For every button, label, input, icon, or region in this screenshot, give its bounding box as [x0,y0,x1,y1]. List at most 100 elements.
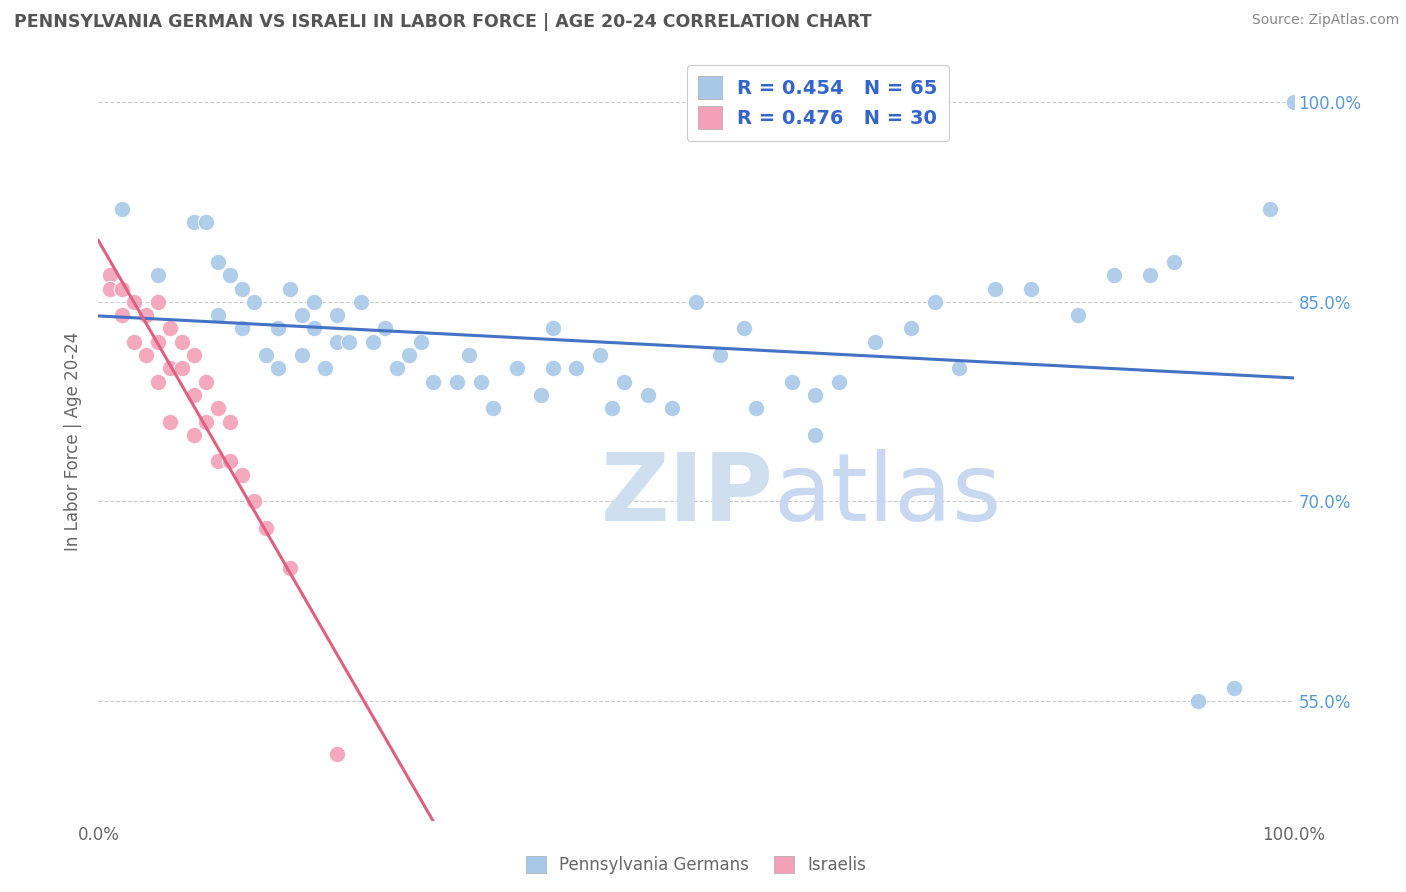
Point [302,294,325,309]
Point [207,308,229,322]
Text: ZIP: ZIP [600,449,773,541]
Point [159,321,181,335]
Point [541,321,564,335]
Point [148,268,170,283]
Point [350,294,373,309]
Point [159,361,181,376]
Point [183,388,205,402]
Point [602,401,624,416]
Point [745,401,768,416]
Point [733,321,755,335]
Point [1104,268,1126,283]
Point [207,255,229,269]
Point [219,454,242,468]
Point [207,401,229,416]
Point [267,321,290,335]
Point [243,494,266,508]
Point [148,294,170,309]
Point [195,375,218,389]
Y-axis label: In Labor Force | Age 20-24: In Labor Force | Age 20-24 [65,332,83,551]
Point [1223,681,1246,695]
Point [339,334,361,349]
Point [506,361,529,376]
Point [172,334,194,349]
Point [661,401,683,416]
Point [828,375,851,389]
Point [900,321,922,335]
Point [219,415,242,429]
Point [1282,95,1305,110]
Point [254,348,277,362]
Point [267,361,290,376]
Point [124,334,146,349]
Point [111,282,134,296]
Point [470,375,492,389]
Point [780,375,803,389]
Point [183,428,205,442]
Point [243,294,266,309]
Point [804,428,827,442]
Point [302,321,325,335]
Point [183,348,205,362]
Point [278,561,301,575]
Point [924,294,946,309]
Point [481,401,505,416]
Point [172,361,194,376]
Point [446,375,468,389]
Point [291,308,314,322]
Point [124,294,146,309]
Point [1139,268,1161,283]
Point [135,348,157,362]
Legend: R = 0.454   N = 65, R = 0.476   N = 30: R = 0.454 N = 65, R = 0.476 N = 30 [686,64,949,141]
Point [1163,255,1185,269]
Point [183,215,205,229]
Point [231,321,253,335]
Point [231,282,253,296]
Point [363,334,385,349]
Point [948,361,970,376]
Point [148,375,170,389]
Point [589,348,612,362]
Point [159,415,181,429]
Point [1067,308,1090,322]
Point [385,361,409,376]
Point [411,334,433,349]
Point [111,308,134,322]
Point [458,348,481,362]
Point [326,308,349,322]
Point [685,294,707,309]
Point [804,388,827,402]
Point [1019,282,1042,296]
Point [195,415,218,429]
Point [135,308,157,322]
Point [865,334,887,349]
Point [637,388,659,402]
Point [195,215,218,229]
Point [984,282,1007,296]
Point [530,388,553,402]
Point [1258,202,1281,216]
Point [613,375,636,389]
Point [326,747,349,761]
Point [98,268,122,283]
Point [291,348,314,362]
Point [278,282,301,296]
Point [148,334,170,349]
Point [98,282,122,296]
Text: PENNSYLVANIA GERMAN VS ISRAELI IN LABOR FORCE | AGE 20-24 CORRELATION CHART: PENNSYLVANIA GERMAN VS ISRAELI IN LABOR … [14,13,872,31]
Text: Source: ZipAtlas.com: Source: ZipAtlas.com [1251,13,1399,28]
Point [398,348,420,362]
Point [315,361,337,376]
Point [231,467,253,482]
Point [219,268,242,283]
Point [254,521,277,535]
Point [422,375,444,389]
Text: atlas: atlas [773,449,1002,541]
Point [565,361,588,376]
Point [709,348,731,362]
Point [111,202,134,216]
Point [541,361,564,376]
Point [374,321,396,335]
Point [207,454,229,468]
Point [326,334,349,349]
